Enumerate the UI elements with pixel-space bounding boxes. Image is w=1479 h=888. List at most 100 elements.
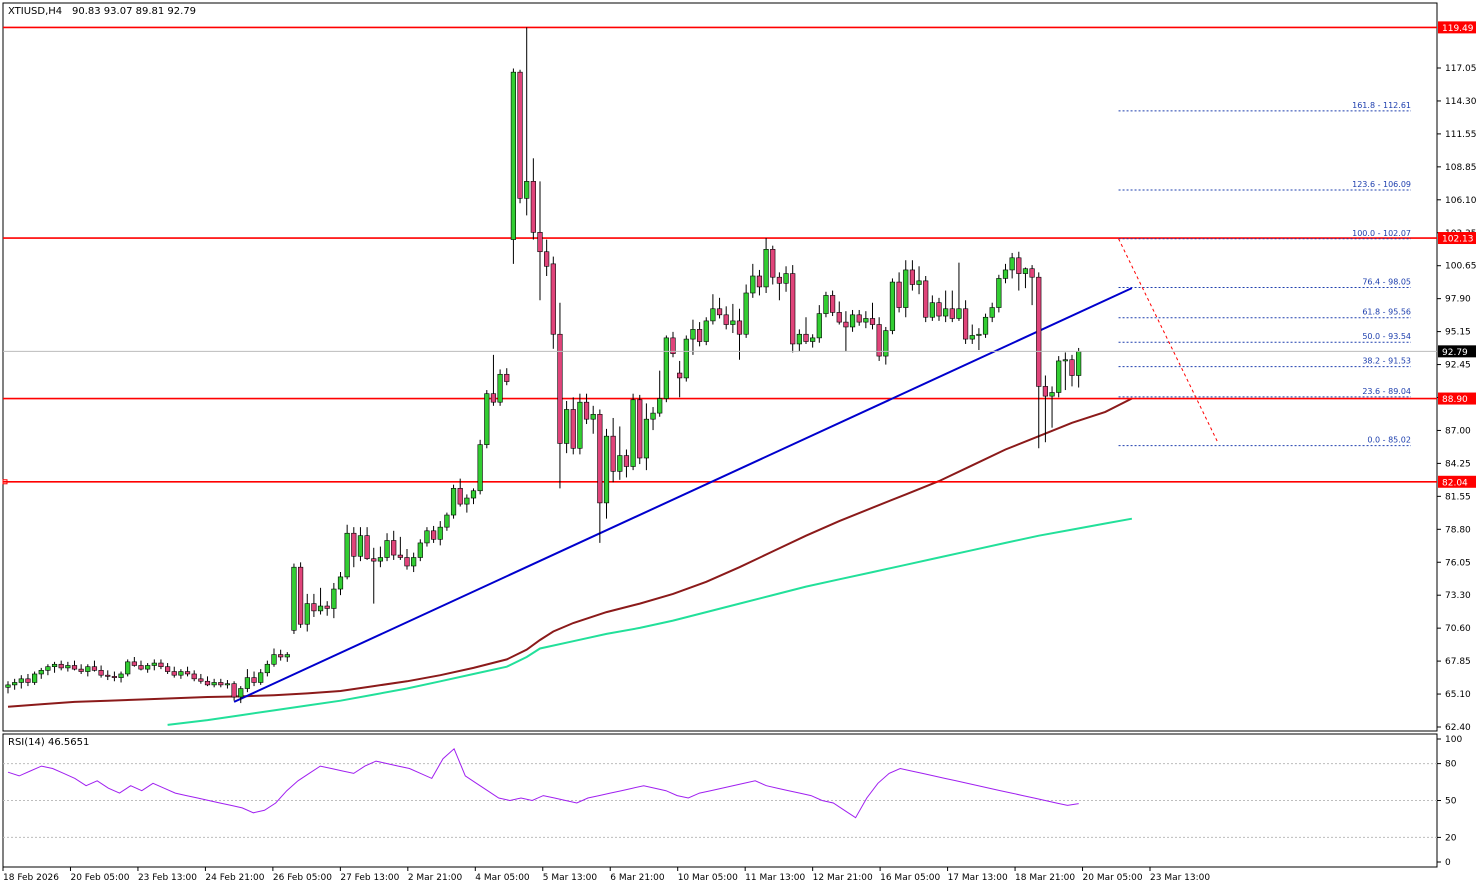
candle-body bbox=[45, 666, 51, 671]
y-tick-label: 95.15 bbox=[1445, 328, 1471, 338]
candle-body bbox=[118, 673, 124, 678]
chart-header-symbol: XTIUSD,H4 bbox=[8, 6, 62, 17]
y-tick-label: 81.55 bbox=[1445, 492, 1471, 502]
candle-body bbox=[477, 444, 483, 492]
y-tick-label: 84.25 bbox=[1445, 459, 1471, 469]
candle-body bbox=[12, 682, 18, 686]
candle-body bbox=[331, 588, 337, 609]
candle-body bbox=[1069, 359, 1075, 376]
fib-label: 100.0 - 102.07 bbox=[1352, 229, 1411, 238]
candle-body bbox=[770, 249, 776, 278]
candle-body bbox=[417, 542, 423, 558]
y-tick-label: 70.60 bbox=[1445, 624, 1471, 634]
x-tick-label: 18 Feb 2026 bbox=[3, 873, 59, 883]
candle-body bbox=[810, 337, 816, 342]
candle-body bbox=[510, 71, 517, 240]
x-tick-label: 20 Mar 05:00 bbox=[1083, 873, 1143, 883]
y-tick-label: 111.55 bbox=[1445, 130, 1477, 140]
rsi-line bbox=[7, 747, 1079, 819]
candle-body bbox=[125, 661, 131, 675]
x-tick-label: 18 Mar 21:00 bbox=[1015, 873, 1075, 883]
candle-body bbox=[982, 316, 989, 335]
level-price-label: 102.13 bbox=[1442, 235, 1474, 245]
candle-body bbox=[484, 393, 490, 445]
candle-body bbox=[956, 308, 962, 319]
candle-body bbox=[723, 314, 729, 325]
candle-body bbox=[231, 683, 237, 698]
x-tick-label: 2 Mar 21:00 bbox=[408, 873, 463, 883]
moving-averages bbox=[7, 397, 1133, 726]
candle-body bbox=[976, 333, 982, 336]
candle-body bbox=[1049, 392, 1055, 397]
candle-body bbox=[1009, 257, 1015, 271]
candle-body bbox=[916, 280, 922, 285]
candle-body bbox=[590, 414, 596, 420]
chart-header-ohlc: 90.83 93.07 89.81 92.79 bbox=[72, 6, 196, 17]
y-tick-label: 117.05 bbox=[1445, 64, 1477, 74]
candle-body bbox=[38, 670, 44, 675]
candle-body bbox=[211, 682, 217, 686]
candle-body bbox=[297, 566, 304, 625]
candle-body bbox=[677, 372, 683, 379]
rsi-tick-label: 0 bbox=[1445, 858, 1451, 868]
fib-label: 61.8 - 95.56 bbox=[1362, 308, 1411, 317]
candle-body bbox=[1036, 276, 1042, 387]
candle-body bbox=[131, 661, 137, 666]
candle-body bbox=[683, 338, 689, 379]
x-tick-label: 11 Mar 13:00 bbox=[745, 873, 805, 883]
candle-body bbox=[397, 554, 403, 558]
candle-body bbox=[25, 678, 31, 683]
y-tick-label: 73.30 bbox=[1445, 591, 1471, 601]
candle-body bbox=[903, 269, 909, 308]
candle-body bbox=[78, 668, 84, 672]
candle-body bbox=[497, 373, 503, 403]
fib-label: 0.0 - 85.02 bbox=[1367, 436, 1411, 445]
x-tick-label: 16 Mar 05:00 bbox=[880, 873, 940, 883]
candle-body bbox=[736, 320, 743, 335]
candle-body bbox=[563, 409, 570, 444]
candle-body bbox=[657, 398, 663, 414]
candle-body bbox=[351, 532, 357, 557]
candle-body bbox=[1062, 359, 1068, 362]
candle-body bbox=[437, 526, 443, 540]
x-tick-label: 17 Mar 13:00 bbox=[948, 873, 1008, 883]
candle-body bbox=[962, 308, 969, 340]
x-tick-label: 27 Feb 13:00 bbox=[340, 873, 399, 883]
fib-label: 123.6 - 106.09 bbox=[1352, 180, 1411, 189]
rsi-tick-label: 100 bbox=[1445, 735, 1462, 745]
candle-body bbox=[291, 566, 297, 631]
candle-body bbox=[716, 308, 723, 316]
candle-body bbox=[377, 557, 384, 562]
candle-body bbox=[803, 333, 809, 342]
candle-body bbox=[105, 674, 111, 677]
candle-body bbox=[577, 401, 583, 449]
candle-body bbox=[65, 665, 71, 669]
rsi-indicator: 100 80 50 20 0 bbox=[3, 735, 1462, 868]
candle-body bbox=[371, 558, 377, 562]
candle-body bbox=[470, 490, 477, 499]
candle-body bbox=[151, 662, 157, 666]
candle-body bbox=[324, 605, 330, 609]
y-tick-label: 78.80 bbox=[1445, 525, 1471, 535]
rsi-tick-label: 20 bbox=[1445, 833, 1457, 843]
candle-body bbox=[730, 320, 736, 325]
candle-body bbox=[670, 337, 676, 354]
candle-body bbox=[843, 321, 849, 328]
x-tick-label: 6 Mar 21:00 bbox=[610, 873, 665, 883]
x-axis: 18 Feb 2026 20 Feb 05:00 23 Feb 13:00 24 Fe… bbox=[2, 867, 1210, 883]
candle-body bbox=[198, 678, 204, 682]
candle-body bbox=[637, 399, 643, 459]
candle-body bbox=[490, 393, 497, 403]
candle-body bbox=[337, 576, 344, 590]
y-tick-label: 97.90 bbox=[1445, 295, 1471, 305]
candle-body bbox=[743, 292, 749, 335]
candle-body bbox=[537, 232, 543, 253]
candle-body bbox=[71, 665, 78, 670]
x-tick-label: 4 Mar 05:00 bbox=[475, 873, 530, 883]
y-tick-label: 106.10 bbox=[1445, 196, 1477, 206]
candle-body bbox=[603, 435, 610, 504]
fib-label: 76.4 - 98.05 bbox=[1362, 278, 1411, 287]
rsi-tick-label: 50 bbox=[1445, 797, 1457, 807]
candle-body bbox=[856, 314, 862, 323]
